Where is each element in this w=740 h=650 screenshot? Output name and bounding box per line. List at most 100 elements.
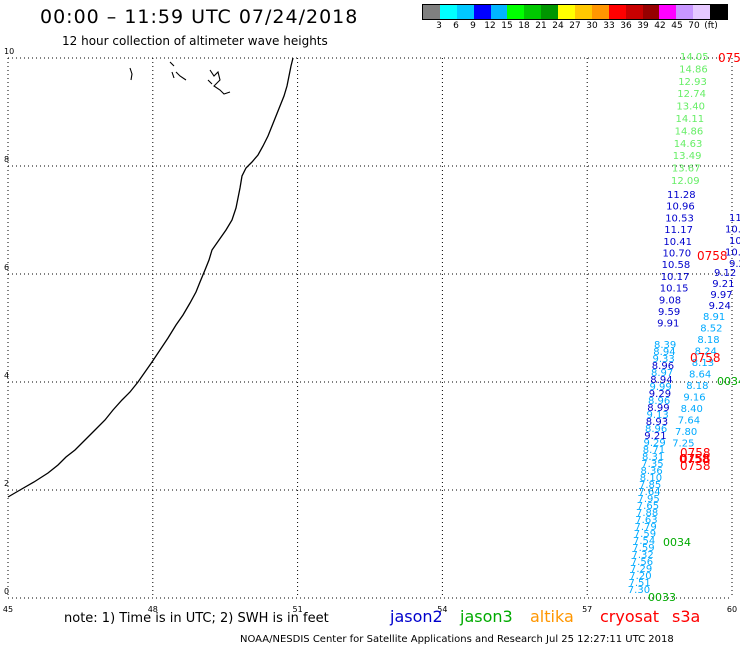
wave-height-label: 9.29 xyxy=(649,389,671,400)
wave-height-label: 9.24 xyxy=(709,301,731,312)
color-swatch xyxy=(558,5,576,19)
wave-height-label: 14.63 xyxy=(674,139,703,150)
pass-time-label: 0758 xyxy=(680,459,711,473)
wave-height-label: 12.93 xyxy=(678,77,707,88)
wave-height-label: 8.64 xyxy=(689,370,711,381)
color-scale-label: 9 xyxy=(470,21,476,31)
wave-height-label: 8.18 xyxy=(686,381,708,392)
latitude-tick-label: 2 xyxy=(4,479,9,488)
map-title: 00:00 – 11:59 UTC 07/24/2018 xyxy=(40,6,359,28)
color-scale-label: 39 xyxy=(637,21,649,31)
longitude-tick-label: 45 xyxy=(3,605,13,614)
longitude-tick-label: 51 xyxy=(293,605,303,614)
wave-height-label: 9.59 xyxy=(658,307,680,318)
wave-height-label: 8.94 xyxy=(653,347,675,358)
color-swatch xyxy=(676,5,694,19)
wave-height-label: 7.88 xyxy=(636,508,658,519)
wave-height-label: 13.67 xyxy=(672,164,701,175)
footer-note: note: 1) Time is in UTC; 2) SWH is in fe… xyxy=(64,611,329,626)
color-scale-label: 33 xyxy=(603,21,615,31)
color-scale-label: 18 xyxy=(518,21,530,31)
map-gridlines xyxy=(7,57,733,599)
color-swatch xyxy=(541,5,559,19)
legend-cryosat: cryosat xyxy=(600,607,660,626)
wave-height-label: 10.53 xyxy=(665,213,694,224)
color-swatch xyxy=(439,5,457,19)
color-scale-labels: 3 6 9 12 15 18 21 24 27 30 33 36 39 42 45 70 (ft) xyxy=(422,21,728,35)
wave-height-label: 7.59 xyxy=(632,543,654,554)
wave-height-label: 7.80 xyxy=(675,427,697,438)
wave-height-label: 11.28 xyxy=(667,190,696,201)
wave-height-label: 12.74 xyxy=(677,89,706,100)
color-scale-bar xyxy=(422,4,728,20)
map-subtitle: 12 hour collection of altimeter wave hei… xyxy=(62,34,328,48)
wave-height-label: 8.36 xyxy=(641,466,663,477)
wave-height-label: 7.64 xyxy=(678,416,700,427)
wave-height-label: 9.29 xyxy=(644,438,666,449)
color-swatch xyxy=(693,5,711,19)
latitude-tick-label: 0 xyxy=(4,587,9,596)
wave-height-label: 10.41 xyxy=(663,237,692,248)
wave-height-label: 7.95 xyxy=(638,494,660,505)
wave-height-label: 8.96 xyxy=(648,396,670,407)
wave-height-label: 10.96 xyxy=(666,202,695,213)
coastline xyxy=(7,57,294,498)
color-scale-label: 15 xyxy=(501,21,513,31)
wave-height-label: 8.24 xyxy=(695,347,717,358)
wave-height-label: 8.97 xyxy=(651,368,673,379)
pass-time-label: 0034 xyxy=(663,536,691,549)
wave-height-label: 7.59 xyxy=(634,529,656,540)
wave-height-label: 8.31 xyxy=(642,452,664,463)
wave-height-label: 7.32 xyxy=(632,550,654,561)
wave-height-label: 9.12 xyxy=(714,268,736,279)
longitude-tick-label: 57 xyxy=(582,605,592,614)
color-scale-label: 24 xyxy=(552,21,564,31)
color-scale-label: 3 xyxy=(436,21,442,31)
wave-height-label: 13.40 xyxy=(676,102,705,113)
color-scale-label: (ft) xyxy=(704,21,718,31)
pass-time-label: 0758 xyxy=(680,452,711,466)
color-swatch xyxy=(575,5,592,19)
color-swatch xyxy=(423,5,440,19)
legend-altika: altika xyxy=(530,607,574,626)
wave-height-label: 8.71 xyxy=(643,445,665,456)
color-scale-label: 45 xyxy=(671,21,683,31)
wave-height-label: 7.20 xyxy=(629,571,651,582)
color-swatch xyxy=(710,5,728,19)
longitude-tick-label: 48 xyxy=(148,605,158,614)
wave-height-label: 8.13 xyxy=(692,358,714,369)
wave-height-label: 8.39 xyxy=(654,340,676,351)
wave-height-label: 8.99 xyxy=(647,403,669,414)
legend-jason3: jason3 xyxy=(460,607,513,626)
pass-time-label: 0758 xyxy=(679,452,710,466)
wave-height-label: 7.79 xyxy=(635,522,657,533)
wave-height-label: 7.54 xyxy=(633,536,655,547)
wave-height-label: 7.65 xyxy=(637,501,659,512)
wave-height-label: 8.96 xyxy=(652,361,674,372)
color-swatch xyxy=(642,5,660,19)
wave-height-label: 10.70 xyxy=(663,249,692,260)
color-swatch xyxy=(473,5,491,19)
color-swatch xyxy=(659,5,677,19)
color-scale-label: 12 xyxy=(484,21,496,31)
latitude-tick-label: 4 xyxy=(4,371,9,380)
color-scale-label: 21 xyxy=(535,21,547,31)
legend-jason2: jason2 xyxy=(390,607,443,626)
wave-height-label: 9.97 xyxy=(710,290,732,301)
wave-height-label: 8.10 xyxy=(640,473,662,484)
wave-height-label: 10.1 xyxy=(725,248,740,259)
legend-s3a: s3a xyxy=(672,607,701,626)
wave-height-label: 11 xyxy=(729,213,740,224)
color-scale-label: 70 xyxy=(688,21,700,31)
wave-height-label: 8.91 xyxy=(703,312,725,323)
pass-time-label: 0758 xyxy=(690,351,721,365)
color-scale-label: 27 xyxy=(569,21,581,31)
wave-height-label: 14.86 xyxy=(679,64,708,75)
pass-time-label: 0758 xyxy=(680,446,711,460)
wave-height-label: 9.13 xyxy=(647,410,669,421)
wave-height-label: 8.40 xyxy=(681,404,703,415)
wave-height-label: 10.15 xyxy=(660,284,689,295)
color-swatch xyxy=(625,5,643,19)
wave-height-label: 7.25 xyxy=(672,439,694,450)
